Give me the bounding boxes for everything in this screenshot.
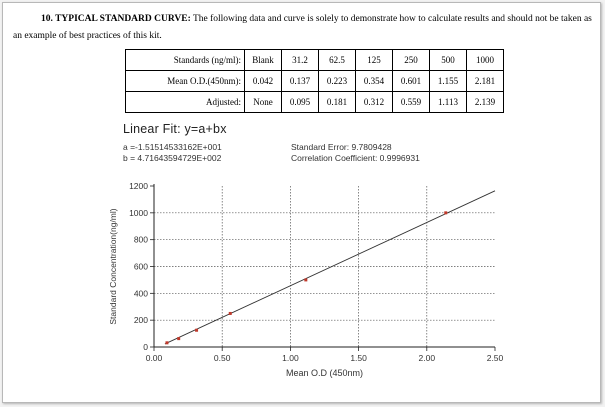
- table-cell: 0.559: [392, 91, 430, 113]
- fit-intercept: a =-1.51514533162E+001: [123, 142, 222, 152]
- fit-correlation: Correlation Coefficient: 0.9996931: [291, 153, 420, 163]
- y-tick-label: 400: [134, 288, 148, 298]
- fit-slope: b = 4.71643594729E+002: [123, 153, 222, 163]
- document-page: 10. TYPICAL STANDARD CURVE: The followin…: [2, 2, 601, 403]
- x-tick-label: 1.00: [282, 353, 299, 363]
- section-number-title: 10. TYPICAL STANDARD CURVE:: [41, 14, 191, 24]
- y-tick-label: 600: [134, 262, 148, 272]
- standards-table: Standards (ng/ml): Blank 31.2 62.5 125 2…: [125, 49, 504, 113]
- x-tick-label: 2.50: [487, 353, 504, 363]
- data-point: [195, 328, 199, 332]
- section-heading: 10. TYPICAL STANDARD CURVE: The followin…: [13, 11, 593, 45]
- y-tick-label: 800: [134, 235, 148, 245]
- x-tick-label: 2.00: [419, 353, 436, 363]
- table-cell: 2.139: [466, 91, 504, 113]
- data-point: [165, 341, 169, 345]
- fit-summary: Linear Fit: y=a+bx a =-1.51514533162E+00…: [123, 122, 503, 163]
- chart-ticks: 0 200 400 600 800 1000 1200 0.00 0.50 1.00 1.50 2.0…: [129, 181, 503, 363]
- data-point: [444, 211, 448, 215]
- y-tick-label: 200: [134, 315, 148, 325]
- fit-line: [164, 190, 496, 345]
- fit-title: Linear Fit: y=a+bx: [123, 122, 227, 136]
- x-tick-label: 0.50: [214, 353, 231, 363]
- fit-line-group: [164, 190, 496, 345]
- data-point: [177, 337, 181, 341]
- fit-standard-error: Standard Error: 9.7809428: [291, 142, 392, 152]
- x-tick-label: 0.00: [146, 353, 163, 363]
- table-row: Adjusted: None 0.095 0.181 0.312 0.559 1…: [125, 91, 504, 113]
- x-tick-label: 1.50: [350, 353, 367, 363]
- y-tick-label: 1000: [129, 208, 148, 218]
- table-row: Mean O.D.(450nm): 0.042 0.137 0.223 0.35…: [125, 70, 504, 92]
- section-description: The following data and curve is solely t…: [13, 14, 592, 41]
- chart-grid: [154, 186, 495, 347]
- row-label: Adjusted:: [125, 91, 245, 113]
- chart-axes: [153, 184, 495, 348]
- data-point: [304, 278, 308, 282]
- x-axis-label: Mean O.D (450nm): [286, 368, 363, 378]
- y-tick-label: 1200: [129, 181, 148, 191]
- y-tick-label: 0: [143, 342, 148, 352]
- data-point: [228, 311, 232, 315]
- data-points: [165, 211, 448, 345]
- y-axis-label: Standard Concentration(ng/ml): [108, 208, 118, 324]
- standard-curve-chart: 0 200 400 600 800 1000 1200 0.00 0.50 1.00 1.50 2.0…: [108, 181, 504, 378]
